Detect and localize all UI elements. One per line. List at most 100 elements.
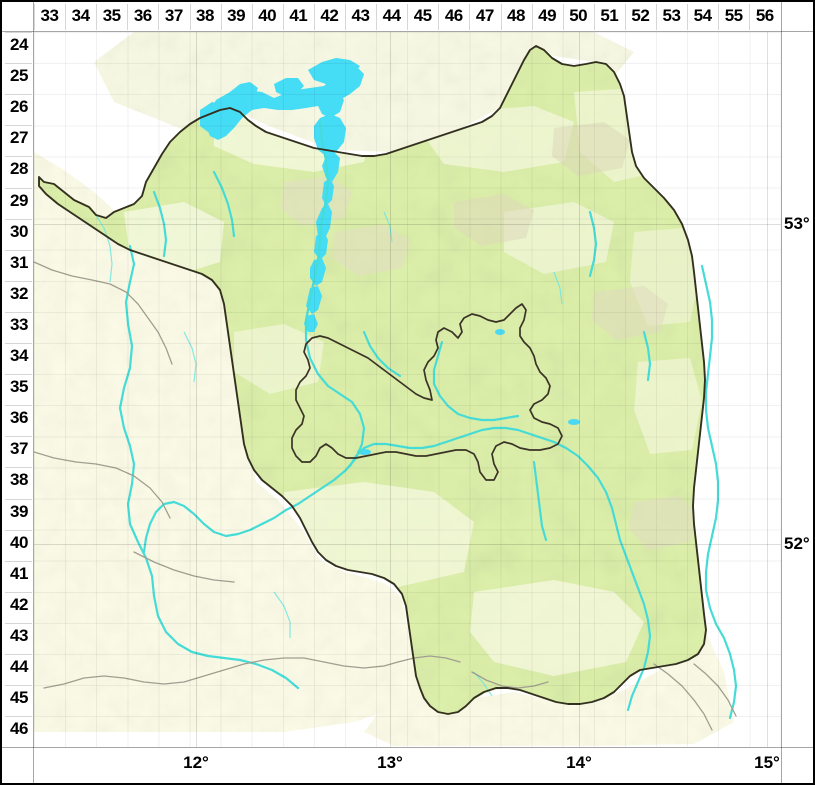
grid-tick-mark (5, 249, 32, 251)
grid-tick-mark (5, 685, 32, 687)
frame-rule-left (33, 2, 34, 783)
latitude-label: 52° (784, 534, 810, 553)
grid-tick-mark (5, 156, 32, 158)
enclave-berlin (291, 303, 563, 481)
grid-tick-x-37: 37 (164, 6, 183, 25)
grid-tick-mark (5, 560, 32, 562)
grid-tick-mark (5, 32, 32, 33)
grid-tick-mark (65, 4, 67, 30)
axis-bottom: 12° 13° 14° 15° (34, 747, 781, 783)
grid-tick-mark (376, 4, 378, 30)
grid-tick-mark (189, 4, 191, 30)
grid-tick-mark (251, 4, 253, 30)
grid-tick-x-45: 45 (413, 6, 432, 25)
grid-tick-y-46: 46 (10, 719, 28, 739)
grid-tick-mark (531, 4, 533, 30)
river-network (118, 120, 738, 720)
grid-tick-y-41: 41 (10, 563, 28, 583)
grid-tick-x-40: 40 (258, 6, 277, 25)
axis-top: 33 34 35 36 37 38 39 40 41 42 43 44 45 46 47 48 49 50 51 52… (34, 2, 781, 32)
grid-tick-mark (656, 4, 657, 30)
grid-tick-x-33: 33 (40, 6, 59, 25)
grid-tick-x-51: 51 (600, 6, 619, 25)
grid-tick-mark (220, 4, 222, 30)
grid-tick-y-38: 38 (10, 470, 28, 490)
grid-tick-mark (158, 4, 160, 30)
grid-tick-mark (5, 63, 32, 65)
grid-tick-x-34: 34 (71, 6, 90, 25)
grid-tick-x-46: 46 (444, 6, 463, 25)
grid-tick-y-28: 28 (10, 159, 28, 179)
frame-rule-bottom (2, 747, 813, 748)
grid-tick-mark (5, 218, 32, 220)
grid-tick-mark (469, 4, 471, 30)
grid-tick-x-36: 36 (133, 6, 152, 25)
grid-tick-x-43: 43 (351, 6, 370, 25)
river-tributaries (93, 211, 563, 697)
grid-tick-mark (5, 529, 32, 531)
axis-right: 53° 52° (781, 32, 813, 747)
grid-tick-x-42: 42 (320, 6, 339, 25)
grid-tick-mark (5, 498, 32, 500)
grid-tick-y-34: 34 (10, 346, 28, 365)
grid-tick-y-27: 27 (10, 128, 28, 148)
grid-tick-mark (5, 405, 32, 407)
grid-tick-mark (749, 4, 751, 30)
grid-tick-mark (5, 467, 32, 469)
grid-tick-mark (5, 654, 32, 655)
grid-tick-mark (5, 280, 32, 282)
grid-tick-y-24: 24 (10, 35, 28, 54)
latitude-label: 53° (784, 214, 810, 233)
frame-rule-top (2, 31, 813, 32)
grid-tick-mark (5, 187, 32, 189)
grid-tick-x-41: 41 (289, 6, 308, 25)
grid-tick-y-42: 42 (10, 594, 28, 614)
grid-tick-x-48: 48 (507, 6, 525, 25)
grid-tick-mark (5, 622, 32, 624)
grid-tick-x-55: 55 (724, 6, 743, 25)
grid-tick-y-39: 39 (10, 501, 28, 521)
grid-tick-x-49: 49 (538, 6, 557, 25)
longitude-label: 12° (183, 753, 209, 772)
grid-tick-y-40: 40 (10, 532, 28, 552)
grid-tick-mark (96, 4, 98, 30)
grid-tick-mark (5, 343, 32, 344)
grid-tick-mark (5, 125, 32, 127)
grid-tick-x-56: 56 (755, 6, 774, 25)
grid-tick-mark (345, 4, 346, 30)
grid-tick-y-45: 45 (10, 688, 28, 708)
grid-tick-y-43: 43 (10, 625, 28, 645)
grid-tick-mark (593, 4, 595, 30)
grid-tick-mark (407, 4, 409, 30)
map-canvas[interactable] (34, 32, 781, 747)
grid-tick-y-37: 37 (10, 439, 28, 459)
grid-tick-mark (5, 374, 32, 376)
grid-tick-y-44: 44 (10, 657, 28, 676)
grid-tick-mark (562, 4, 564, 30)
map-svg (34, 32, 781, 747)
grid-tick-mark (5, 436, 32, 438)
grid-tick-mark (500, 4, 502, 30)
grid-tick-mark (313, 4, 315, 30)
grid-tick-mark (5, 311, 32, 313)
grid-tick-mark (718, 4, 720, 30)
grid-tick-y-30: 30 (10, 221, 28, 241)
grid-tick-mark (5, 716, 32, 718)
grid-tick-mark (127, 4, 129, 30)
longitude-label: 15° (754, 753, 780, 772)
grid-tick-mark (5, 591, 32, 593)
grid-tick-mark (687, 4, 689, 30)
grid-tick-mark (438, 4, 440, 30)
grid-tick-x-38: 38 (196, 6, 214, 25)
district-borders (34, 261, 737, 731)
grid-tick-x-44: 44 (382, 6, 401, 25)
axis-left: 24 25 26 27 28 29 30 31 32 33 34 35 36 37 38 39 40 41 42 43… (2, 32, 34, 747)
grid-tick-x-50: 50 (569, 6, 588, 25)
grid-tick-y-25: 25 (10, 66, 28, 86)
longitude-label: 14° (566, 753, 592, 772)
longitude-label: 13° (377, 753, 403, 772)
grid-tick-y-29: 29 (10, 190, 28, 210)
grid-tick-y-26: 26 (10, 97, 28, 117)
grid-tick-x-54: 54 (693, 6, 712, 25)
